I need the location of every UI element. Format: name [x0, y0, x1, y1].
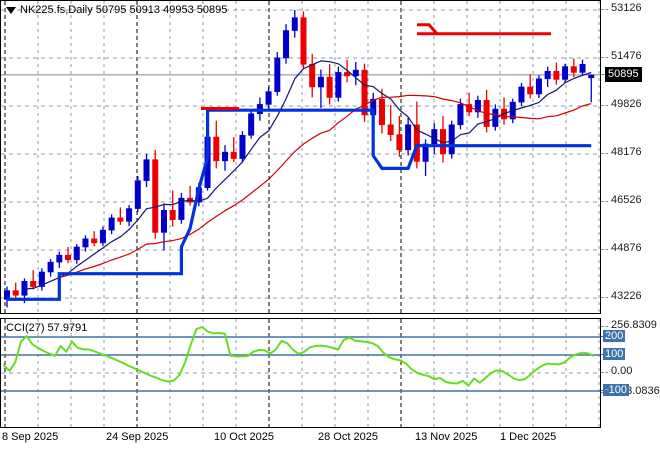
- cci-level-tick: [601, 390, 608, 391]
- cci-tick-label: 256.8309: [611, 318, 657, 331]
- price-tick: [601, 153, 608, 154]
- price-tick-label: 46526: [611, 194, 642, 206]
- chevron-down-icon[interactable]: [6, 7, 16, 14]
- cci-indicator-panel[interactable]: [0, 318, 601, 428]
- date-tick-label: 24 Sep 2025: [106, 431, 169, 443]
- price-chart-canvas[interactable]: [1, 1, 600, 313]
- date-tick-label: 8 Sep 2025: [2, 431, 59, 443]
- cci-chart-canvas[interactable]: [1, 319, 600, 427]
- cci-tick: [601, 325, 608, 327]
- price-tick: [601, 105, 608, 106]
- cci-tick-label: -113.0836: [611, 385, 660, 398]
- cci-level-badge[interactable]: -100: [603, 384, 630, 396]
- cci-level-tick: [601, 336, 608, 337]
- price-tick-label: 44876: [611, 242, 642, 254]
- date-tick-label: 13 Nov 2025: [415, 431, 478, 443]
- price-tick-label: 53126: [611, 2, 642, 14]
- price-axis[interactable]: 53126 51476 49826 48176 46526 44876 43226 50895: [601, 0, 660, 314]
- cci-indicator-label: CCI(27) 57.9791: [6, 322, 88, 334]
- price-chart-panel[interactable]: [0, 0, 601, 314]
- price-tick: [601, 201, 608, 202]
- price-tick-label: 48176: [611, 146, 642, 158]
- price-tick: [601, 249, 608, 250]
- date-tick-label: 10 Oct 2025: [214, 431, 274, 443]
- date-tick-label: 28 Oct 2025: [318, 431, 378, 443]
- current-price-tick: [601, 73, 608, 75]
- price-tick-label: 43226: [611, 290, 642, 302]
- cci-tick: [601, 372, 608, 373]
- cci-axis[interactable]: 256.8309 0.00 -113.0836 200 100 -100: [601, 318, 660, 428]
- cci-level-tick: [601, 354, 608, 355]
- price-tick: [601, 9, 608, 10]
- date-tick-label: 1 Dec 2025: [500, 431, 557, 443]
- chart-title: NK225.fs,Daily 50795 50913 49953 50895: [20, 4, 228, 16]
- price-tick-label: 51476: [611, 50, 642, 62]
- cci-tick-label: 0.00: [611, 365, 633, 377]
- price-tick: [601, 57, 608, 58]
- cci-level-badge[interactable]: 100: [603, 348, 626, 360]
- current-price-badge[interactable]: 50895: [605, 66, 642, 82]
- price-tick-label: 49826: [611, 98, 642, 110]
- price-tick: [601, 297, 608, 298]
- cci-level-badge[interactable]: 200: [603, 330, 626, 342]
